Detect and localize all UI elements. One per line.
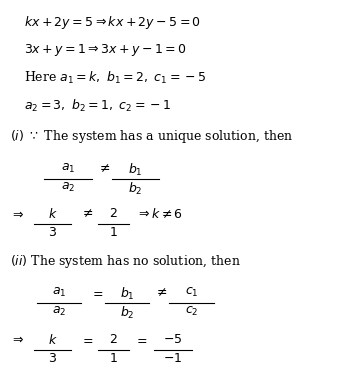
Text: $3x + y = 1 \Rightarrow 3x + y - 1 = 0$: $3x + y = 1 \Rightarrow 3x + y - 1 = 0$ (24, 42, 186, 58)
Text: $k$: $k$ (48, 207, 57, 221)
Text: $1$: $1$ (109, 226, 118, 239)
Text: $c_2$: $c_2$ (185, 305, 198, 318)
Text: $(i)$ $\because$ The system has a unique solution, then: $(i)$ $\because$ The system has a unique… (10, 128, 294, 145)
Text: $=$: $=$ (134, 333, 147, 346)
Text: $-1$: $-1$ (163, 352, 182, 364)
Text: $=$: $=$ (90, 286, 103, 299)
Text: $3$: $3$ (48, 352, 57, 364)
Text: $1$: $1$ (109, 352, 118, 364)
Text: $\neq$: $\neq$ (154, 286, 168, 299)
Text: $\Rightarrow$: $\Rightarrow$ (10, 207, 24, 220)
Text: $a_2$: $a_2$ (52, 305, 66, 318)
Text: $2$: $2$ (109, 333, 118, 346)
Text: $c_1$: $c_1$ (185, 286, 198, 300)
Text: $-5$: $-5$ (163, 333, 183, 346)
Text: $=$: $=$ (80, 333, 93, 346)
Text: $b_2$: $b_2$ (120, 305, 134, 321)
Text: $2$: $2$ (109, 207, 118, 220)
Text: Here $a_1 = k,\ b_1 = 2,\ c_1 = -5$: Here $a_1 = k,\ b_1 = 2,\ c_1 = -5$ (24, 70, 206, 86)
Text: $a_2$: $a_2$ (61, 181, 75, 194)
Text: $a_2 = 3,\ b_2 = 1,\ c_2 = -1$: $a_2 = 3,\ b_2 = 1,\ c_2 = -1$ (24, 98, 171, 114)
Text: $3$: $3$ (48, 226, 57, 239)
Text: $k$: $k$ (48, 333, 57, 347)
Text: $\Rightarrow k \neq 6$: $\Rightarrow k \neq 6$ (136, 207, 183, 221)
Text: $b_1$: $b_1$ (128, 162, 143, 178)
Text: $\neq$: $\neq$ (97, 162, 110, 175)
Text: $a_1$: $a_1$ (52, 286, 66, 300)
Text: $(ii)$ The system has no solution, then: $(ii)$ The system has no solution, then (10, 253, 241, 270)
Text: $b_2$: $b_2$ (128, 181, 143, 197)
Text: $kx + 2y = 5 \Rightarrow kx + 2y - 5 = 0$: $kx + 2y = 5 \Rightarrow kx + 2y - 5 = 0… (24, 14, 201, 30)
Text: $b_1$: $b_1$ (120, 286, 135, 302)
Text: $a_1$: $a_1$ (61, 162, 75, 176)
Text: $\neq$: $\neq$ (80, 207, 93, 220)
Text: $\Rightarrow$: $\Rightarrow$ (10, 333, 24, 346)
